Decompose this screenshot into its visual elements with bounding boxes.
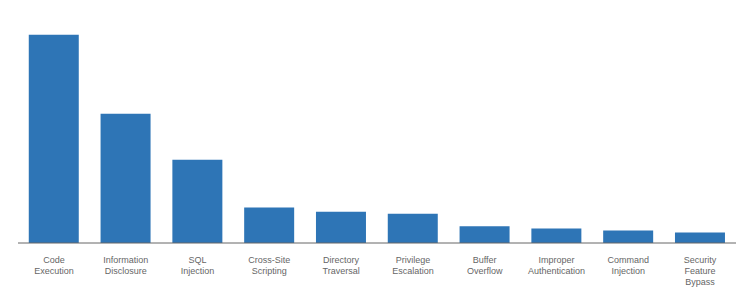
svg-text:SecurityFeatureBypass: SecurityFeatureBypass bbox=[684, 255, 717, 287]
svg-text:PrivilegeEscalation: PrivilegeEscalation bbox=[392, 255, 434, 276]
svg-text:CommandInjection: CommandInjection bbox=[608, 255, 650, 276]
svg-text:Cross-SiteScripting: Cross-SiteScripting bbox=[248, 255, 290, 276]
svg-text:InformationDisclosure: InformationDisclosure bbox=[103, 255, 148, 276]
svg-text:SQLInjection: SQLInjection bbox=[181, 255, 215, 276]
svg-text:ImproperAuthentication: ImproperAuthentication bbox=[528, 255, 585, 276]
svg-text:BufferOverflow: BufferOverflow bbox=[467, 255, 503, 276]
svg-text:CodeExecution: CodeExecution bbox=[34, 255, 74, 276]
svg-text:DirectoryTraversal: DirectoryTraversal bbox=[323, 255, 360, 276]
